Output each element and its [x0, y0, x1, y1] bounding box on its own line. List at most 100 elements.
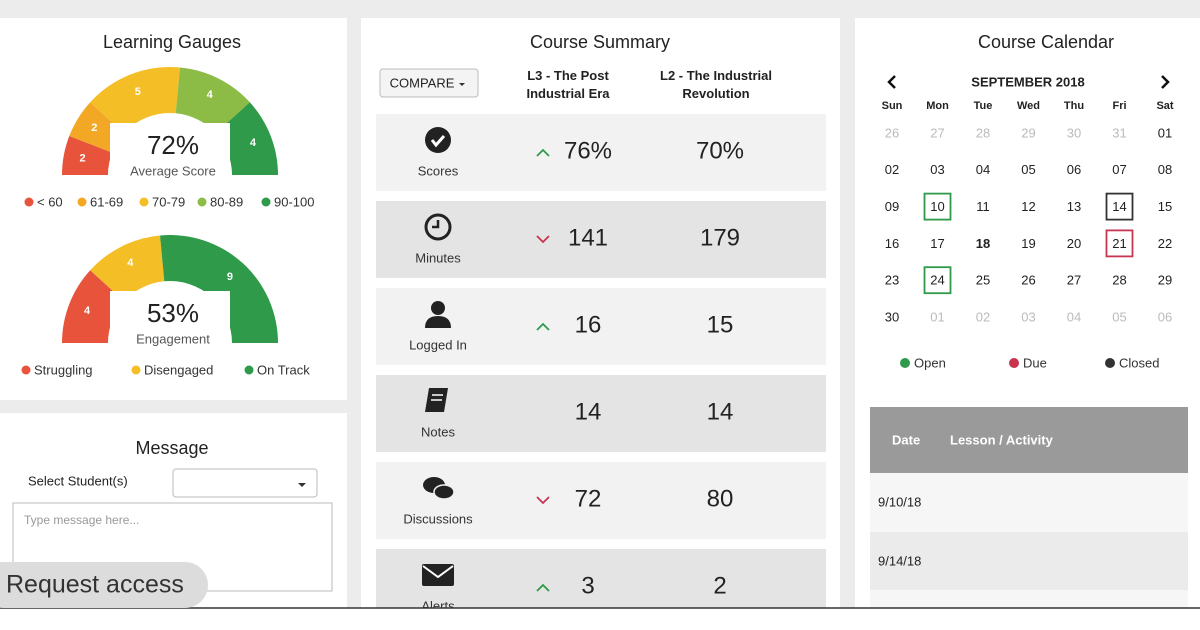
- legend-label: Disengaged: [144, 362, 213, 377]
- trend-down: [536, 235, 550, 244]
- summary-title: Course Summary: [530, 32, 670, 52]
- legend-label: 90-100: [274, 194, 314, 209]
- message-title: Message: [135, 438, 208, 458]
- row-label: Discussions: [403, 511, 473, 526]
- day[interactable]: 06: [1067, 162, 1081, 177]
- gauge-segment: [62, 270, 125, 343]
- icon: [425, 127, 451, 153]
- calendar-title: Course Calendar: [978, 32, 1114, 52]
- day[interactable]: 30: [1067, 125, 1081, 140]
- day[interactable]: 17: [930, 236, 944, 251]
- day[interactable]: 29: [1021, 125, 1035, 140]
- table-row: [870, 473, 1188, 532]
- prev-month[interactable]: [887, 75, 896, 89]
- day[interactable]: 30: [885, 309, 899, 324]
- day[interactable]: 09: [885, 199, 899, 214]
- legend-label: 61-69: [90, 194, 123, 209]
- day[interactable]: 05: [1021, 162, 1035, 177]
- legend-dot: [131, 365, 141, 375]
- gauge-segment-label: 9: [227, 271, 233, 283]
- gauge-value: 72%: [147, 130, 199, 160]
- day-marker: [1105, 192, 1134, 221]
- gauge-center: [110, 123, 230, 185]
- day[interactable]: 24: [930, 273, 944, 288]
- day[interactable]: 28: [976, 125, 990, 140]
- day[interactable]: 23: [885, 273, 899, 288]
- day[interactable]: 27: [930, 125, 944, 140]
- day[interactable]: 25: [976, 273, 990, 288]
- compare-caret: [459, 83, 465, 86]
- day[interactable]: 04: [976, 162, 990, 177]
- day[interactable]: 03: [930, 162, 944, 177]
- day[interactable]: 18: [976, 236, 990, 251]
- summary-row: [376, 462, 826, 539]
- compare-button[interactable]: [379, 68, 479, 98]
- day[interactable]: 02: [885, 162, 899, 177]
- day[interactable]: 06: [1158, 309, 1172, 324]
- day[interactable]: 15: [1158, 199, 1172, 214]
- day[interactable]: 07: [1112, 162, 1126, 177]
- calendar-legend-dot: [1009, 358, 1019, 368]
- day[interactable]: 31: [1112, 125, 1126, 140]
- legend-label: On Track: [257, 362, 310, 377]
- trend-up: [536, 322, 550, 331]
- calendar-month: SEPTEMBER 2018: [971, 74, 1084, 89]
- icon: [432, 220, 440, 229]
- weekday: Sat: [1156, 100, 1173, 112]
- day-marker: [923, 192, 952, 221]
- weekday: Wed: [1017, 100, 1040, 112]
- gauge-segment-label: 2: [79, 153, 85, 165]
- gauge-segment-label: 4: [84, 305, 91, 317]
- day[interactable]: 26: [885, 125, 899, 140]
- icon: [425, 316, 451, 328]
- day[interactable]: 12: [1021, 199, 1035, 214]
- request-access-label: Request access: [6, 571, 184, 599]
- day[interactable]: 16: [885, 236, 899, 251]
- request-access-button[interactable]: [0, 562, 208, 608]
- day[interactable]: 22: [1158, 236, 1172, 251]
- gauge-caption: Engagement: [136, 331, 210, 346]
- row-value: 14: [575, 398, 602, 425]
- legend-dot: [261, 197, 271, 207]
- gauge-segment-label: 5: [135, 86, 141, 98]
- row-value: 76%: [564, 137, 612, 164]
- day[interactable]: 01: [1158, 125, 1172, 140]
- day[interactable]: 26: [1021, 273, 1035, 288]
- day-marker: [923, 266, 952, 295]
- day[interactable]: 05: [1112, 309, 1126, 324]
- day[interactable]: 28: [1112, 273, 1126, 288]
- row-value: 16: [575, 311, 602, 338]
- legend-label: < 60: [37, 194, 63, 209]
- day[interactable]: 01: [930, 309, 944, 324]
- day[interactable]: 27: [1067, 273, 1081, 288]
- legend-dot: [77, 197, 87, 207]
- calendar-legend-label: Closed: [1119, 355, 1159, 370]
- weekday: Tue: [974, 100, 993, 112]
- gauge-segment-label: 4: [127, 257, 134, 269]
- gauge-value: 53%: [147, 298, 199, 328]
- day[interactable]: 02: [976, 309, 990, 324]
- summary-row: [376, 288, 826, 365]
- day[interactable]: 19: [1021, 236, 1035, 251]
- trend-up: [536, 583, 550, 592]
- day[interactable]: 21: [1112, 236, 1126, 251]
- day[interactable]: 29: [1158, 273, 1172, 288]
- day[interactable]: 20: [1067, 236, 1081, 251]
- row-value: 72: [575, 485, 602, 512]
- day[interactable]: 11: [976, 199, 990, 214]
- table-header-lesson: Lesson / Activity: [950, 432, 1054, 447]
- day[interactable]: 03: [1021, 309, 1035, 324]
- row-value: 3: [581, 572, 594, 599]
- day[interactable]: 04: [1067, 309, 1081, 324]
- day[interactable]: 13: [1067, 199, 1081, 214]
- day[interactable]: 14: [1112, 199, 1126, 214]
- day[interactable]: 10: [930, 199, 944, 214]
- student-select[interactable]: [172, 468, 318, 498]
- day[interactable]: 08: [1158, 162, 1172, 177]
- legend-label: 80-89: [210, 194, 243, 209]
- row-label: Minutes: [415, 250, 461, 265]
- icon: [430, 135, 446, 148]
- legend-dot: [197, 197, 207, 207]
- row-value: 2: [713, 572, 726, 599]
- next-month[interactable]: [1161, 75, 1170, 89]
